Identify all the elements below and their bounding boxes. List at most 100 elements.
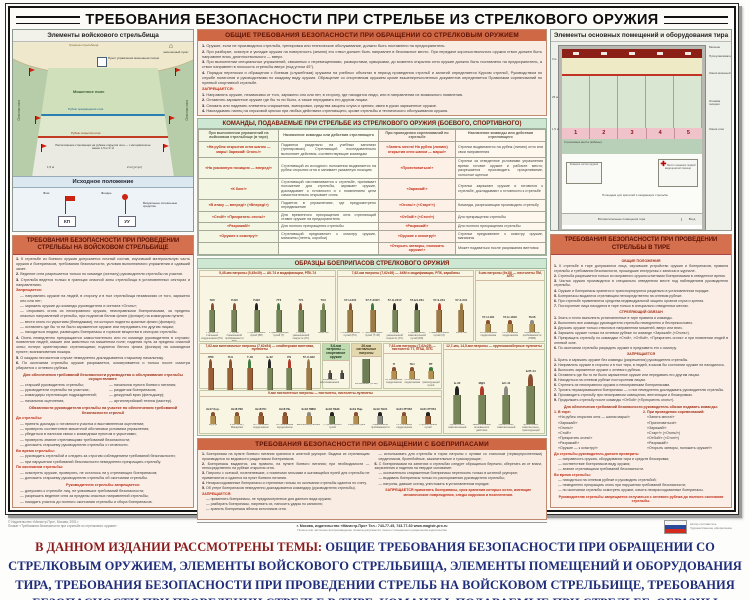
russian-flag-icon xyxy=(664,520,688,534)
cartridge: 57-Н-231 с обыкновенной пулей (ПС) xyxy=(340,298,360,337)
ammo-group-title: 7,62-мм винтовочные патроны (7,62х54) — … xyxy=(200,344,320,354)
lanes-note-label: Стрелковые места (кабины) xyxy=(564,140,602,144)
cartridge: 57-Н-231У с пулей уменьшенной скорости (У… xyxy=(386,298,404,340)
range-rules-body: 1. К стрельбе из боевого оружия допускае… xyxy=(13,255,193,507)
ammo-row-1: 5,45-мм патроны (5,45х39) — АК-74 и моди… xyxy=(199,270,545,342)
ammo-row-3: 9-мм пистолетные патроны — пистолеты, пи… xyxy=(199,390,442,434)
target-zone xyxy=(562,58,702,74)
rule-item: ЗАПРЕЩАЕТСЯ: xyxy=(202,491,232,496)
rule-item: Для обеспечения требований безопасности … xyxy=(23,372,183,382)
cartridge: Пст со стальным сердечником xyxy=(404,362,421,384)
command-description-cell: Стрелки выдвигаются на рубеж (линию) огн… xyxy=(454,140,546,159)
ammo-group-9mm-pistol: 9-мм пистолетные патроны — пистолеты, пи… xyxy=(199,390,442,434)
footer-text: ОБЩИЕ ТРЕБОВАНИЯ БЕЗОПАСНОСТИ ПРИ ОБРАЩЕ… xyxy=(8,540,742,600)
cartridge-icon xyxy=(207,359,214,395)
ammo-handling-header: ТРЕБОВАНИЯ БЕЗОПАСНОСТИ ПРИ ОБРАЩЕНИИ С … xyxy=(198,439,546,450)
rule-item: 1. Брать и заряжать оружие без команды (… xyxy=(554,357,689,362)
control-post-icon xyxy=(97,57,107,67)
dim-offset: 2 м (уступ) xyxy=(127,165,142,169)
command-description-cell: Стрелки предъявляют к осмотру оружие, ма… xyxy=(454,229,546,243)
ammo-group-title: 7,62-мм патроны (7,62х25) — пистолеты ТТ… xyxy=(383,344,442,354)
start-position-band: Исходное положение xyxy=(13,175,193,188)
fire-line-label: Линия огня xyxy=(709,127,724,131)
cartridge-icon xyxy=(507,319,514,332)
rule-item: 2. Направлять оружие в стороны и в тыл т… xyxy=(554,362,725,367)
cartridge: 57-Н-181 со свинцовым сердечником xyxy=(479,315,497,337)
rules-column: — начальник пункта боевого питания; — раз… xyxy=(109,382,177,403)
rule-item: До стрельбы руководитель должен проверит… xyxy=(554,452,640,457)
command-description-cell: Подается в упражнениях, где предусмотрен… xyxy=(278,198,380,212)
cartridge: 9х18 ПС со стальным сердечником xyxy=(252,407,269,429)
command-description-cell: Для прекращения стрельбы xyxy=(454,210,546,224)
poster-frame: ТРЕБОВАНИЯ БЕЗОПАСНОСТИ ПРИ СТРЕЛЬБЕ ИЗ … xyxy=(5,3,739,532)
command-cell: «Открыть затворы, положить оружие!» xyxy=(378,241,456,255)
open-line-label: Рубеж открытия огня xyxy=(71,131,101,135)
cartridge-icon xyxy=(391,302,398,332)
command-cell: «К бою!» xyxy=(198,177,280,200)
cartridge: 9х19 Пар. «парабеллум» xyxy=(347,407,366,426)
range-legend: Флаг КП Фонарь УУ Визуальные сигнальные … xyxy=(13,187,193,231)
lane-number: 5 xyxy=(686,130,690,136)
rule-item: 6. С боеприпасами на занятиях и стрельба… xyxy=(374,461,543,471)
rule-item: 2. Оставлять заряженное оружие где бы то… xyxy=(202,97,368,103)
rule-item: — заряжать оружие до команды руководител… xyxy=(20,303,138,308)
cartridge-icon xyxy=(529,319,536,332)
flag-legend-label: Флаг xyxy=(43,190,50,195)
targets-label: Мишени xyxy=(709,45,721,49)
poster-title: ТРЕБОВАНИЯ БЕЗОПАСНОСТИ ПРИ СТРЕЛЬБЕ ИЗ … xyxy=(85,11,659,28)
poster-name-line: Плакат «Требования безопасности при стре… xyxy=(8,524,117,529)
cartridge: 9х18 ПММ высокоимпульсный xyxy=(296,407,321,426)
rule-item: 2. Ведение огня разрешается только по ко… xyxy=(16,272,184,277)
rear-zone xyxy=(31,138,175,176)
command-cell: «Разряжай!» xyxy=(198,222,280,231)
command-description-cell: Команда, разрешающая производить стрельб… xyxy=(454,198,546,212)
lane-number: 3 xyxy=(618,128,647,139)
cartridge: 9х18 ПБМ с бронебойной пулей xyxy=(323,407,342,429)
ammo-group-title: 7,62-мм патроны (7,62х39) — АКМ и модифи… xyxy=(338,271,474,277)
red-flag-icon xyxy=(163,144,169,152)
cartridge xyxy=(336,369,348,388)
rule-item: 1. Оружие, если не производится стрельба… xyxy=(202,43,446,48)
cartridge: 9х21 РГ052 со стальным сердечником xyxy=(396,407,413,429)
cartridge-icon xyxy=(453,385,462,424)
dim-3m: 3 м xyxy=(552,57,557,61)
rule-item: — вести огонь по укрытиям (блиндажам), н… xyxy=(20,319,176,324)
rule-item: 5. Об утере боеприпасов немедленно докла… xyxy=(202,486,356,491)
general-requirements-body: 1. Оружие, если не производится стрельба… xyxy=(198,41,546,115)
rear-hall: Комната чистки оружия ✚ Место оказания п… xyxy=(562,154,702,213)
target-line-label: Линия мишеней xyxy=(709,71,731,75)
rule-item: 2. При разборке, осмотре и укладке оружи… xyxy=(202,48,542,59)
command-description-cell: Для временного прекращения огня стреляющ… xyxy=(278,210,380,224)
cartridge-row: сигнальный (СПШ) xyxy=(352,357,381,392)
rules-columns: — старший руководитель стрельбы; — руково… xyxy=(16,383,190,404)
cartridge-row: 57-Н-181 со свинцовым сердечником 57-Н-181… xyxy=(476,281,544,341)
cartridge-icon xyxy=(253,302,260,332)
rule-item: — проверить соответствие мишенной обстан… xyxy=(20,426,150,431)
rule-item: — разрешать ведение огня за пределы опас… xyxy=(20,494,149,499)
command-row: «Открыть затворы, положить оружие!» Может… xyxy=(198,241,546,255)
rule-item: — патроны, давшие осечку, уничтожать в у… xyxy=(378,481,490,486)
ammo-group-title: 5,6-мм патроны — спортивное оружие xyxy=(322,344,349,362)
title-rule-right xyxy=(663,15,728,24)
rule-item: — оставлять где бы то ни было заряженное… xyxy=(20,324,174,329)
ammo-panel: ОБРАЗЦЫ БОЕПРИПАСОВ СТРЕЛКОВОГО ОРУЖИЯ 5… xyxy=(197,258,547,436)
ammo-group-762x25: 7,62-мм патроны (7,62х25) — пистолеты ТТ… xyxy=(382,343,443,389)
rule-item: — находиться людям, размещать боеприпасы… xyxy=(20,330,178,335)
command-row: «Оружие к осмотру!» Стреляющий предъявляе… xyxy=(198,229,546,243)
rule-item: ЗАПРЕЩАЕТСЯ: xyxy=(202,86,234,92)
cartridge: 9х18 ПБ со свинцовым сердечником xyxy=(276,407,294,429)
range-boundary-label: Граница стрельбища xyxy=(69,43,99,47)
rule-item: 7. Трогать неразорвавшиеся боеприпасы — … xyxy=(554,388,725,393)
command-cell: «Стой!» «Прекратить огонь!» xyxy=(198,210,280,224)
cartridge: ПТ с трассирующей пулей xyxy=(421,362,440,387)
command-cell: «Оружие к осмотру!» xyxy=(198,229,280,243)
ammo-group-rifle: 7,62-мм винтовочные патроны (7,62х54) — … xyxy=(199,343,321,402)
cartridge: Б-32 бронебойно-зажигательный xyxy=(448,381,467,429)
rule-item: ЗАПРЕЩАЕТСЯ применять боеприпасы, срок х… xyxy=(385,488,532,497)
rule-item: 1. Знать и точно выполнять установленные… xyxy=(554,315,673,320)
footer-summary: В ДАННОМ ИЗДАНИИ РАССМОТРЕНЫ ТЕМЫ: ОБЩИЕ… xyxy=(8,538,742,600)
red-flag-rect-icon xyxy=(66,195,75,201)
cartridge-icon xyxy=(362,358,371,383)
command-row: «Стой!» «Прекратить огонь!» Для временног… xyxy=(198,210,546,224)
